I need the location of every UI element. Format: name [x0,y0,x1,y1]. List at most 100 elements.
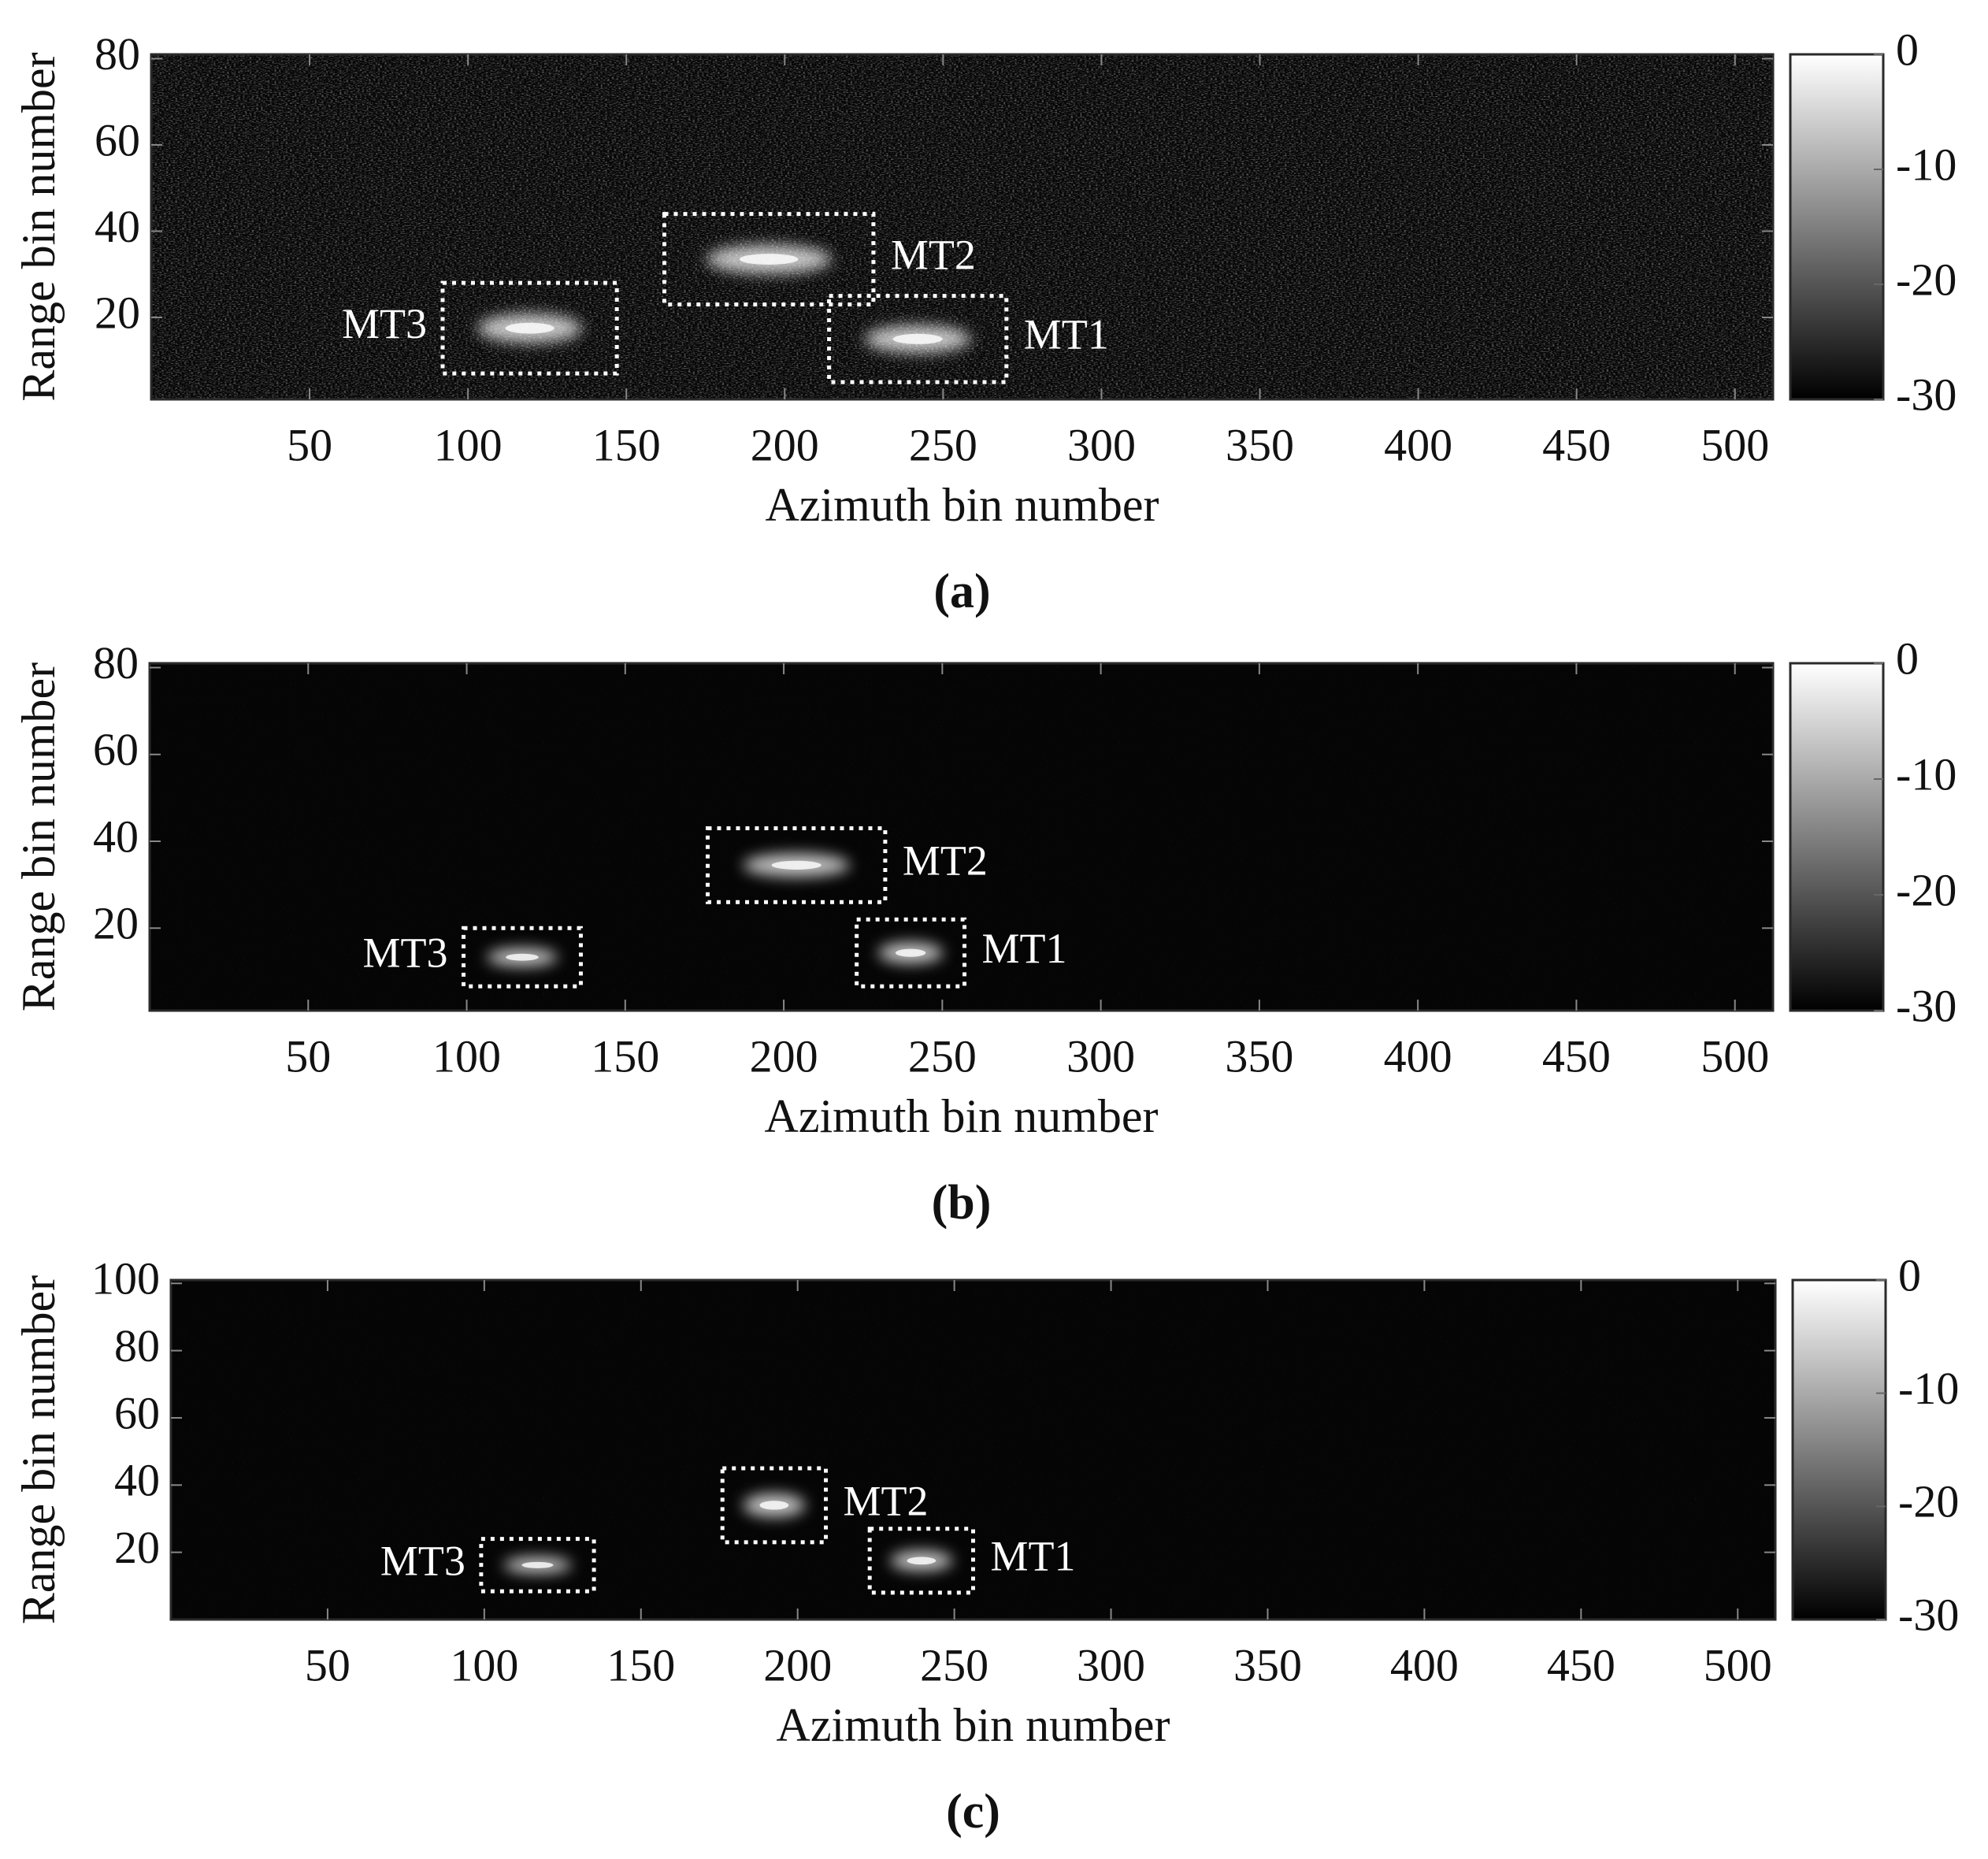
x-tick-label: 200 [763,1639,832,1690]
x-tick-label: 400 [1384,419,1452,470]
annotation-label: MT1 [982,925,1067,972]
x-tick-label: 150 [606,1639,675,1690]
target-core [907,1557,937,1565]
y-tick-label: 80 [114,1320,160,1371]
y-tick-label: 40 [95,201,140,252]
x-tick-label: 200 [751,419,819,470]
x-tick-label: 100 [432,1030,501,1082]
y-tick-label: 20 [93,898,139,949]
x-axis-label: Azimuth bin number [765,1090,1159,1142]
colorbar-tick-label: -20 [1898,1476,1959,1527]
annotation-label: MT3 [363,930,448,977]
x-tick-label: 450 [1542,419,1611,470]
annotation-box [827,294,1009,384]
target-core [505,322,554,334]
x-tick-label: 50 [287,419,332,470]
x-tick-label: 500 [1701,419,1769,470]
annotation-label: MT1 [1024,311,1109,358]
annotation-box [855,917,967,989]
annotation-label: MT2 [903,837,988,885]
image-speckle [151,54,1773,399]
x-tick-label: 450 [1542,1030,1611,1082]
colorbar-tick-label: -30 [1896,369,1956,420]
y-axis-label: Range bin number [13,662,65,1011]
annotation-label: MT2 [891,231,976,278]
colorbar-tick-label: 0 [1896,633,1919,684]
colorbar-tick-label: -20 [1896,254,1956,305]
annotation-label: MT2 [844,1477,929,1524]
y-tick-label: 40 [93,811,139,862]
x-tick-label: 350 [1233,1639,1302,1690]
target-core [771,860,822,870]
x-tick-label: 300 [1067,419,1136,470]
annotation-box [462,926,583,989]
x-tick-label: 50 [285,1030,331,1082]
y-tick-label: 20 [95,287,140,338]
x-tick-label: 300 [1077,1639,1145,1690]
annotation-label: MT1 [991,1533,1076,1580]
x-axis-label: Azimuth bin number [766,479,1159,531]
y-tick-label: 20 [114,1522,160,1573]
colorbar [1789,53,1885,401]
colorbar-tick-label: -30 [1898,1589,1959,1640]
plot-frame [169,1278,1777,1621]
colorbar-tick-label: 0 [1898,1249,1921,1301]
annotation-label: MT3 [342,300,427,347]
x-tick-label: 250 [920,1639,988,1690]
panel-caption: (a) [933,565,990,618]
x-tick-label: 500 [1701,1030,1769,1082]
image-speckle [150,663,1773,1011]
x-tick-label: 250 [909,419,977,470]
target-core [895,948,926,957]
x-tick-label: 350 [1226,419,1294,470]
y-tick-label: 60 [95,114,140,165]
plot-frame [148,662,1775,1012]
x-tick-label: 250 [908,1030,977,1082]
colorbar [1791,1278,1887,1621]
image-speckle [171,1280,1775,1620]
x-tick-label: 50 [305,1639,350,1690]
x-tick-label: 400 [1390,1639,1459,1690]
x-tick-label: 500 [1704,1639,1772,1690]
annotation-box [720,1466,829,1545]
x-axis-label: Azimuth bin number [777,1699,1170,1751]
panel-caption: (b) [932,1176,992,1230]
x-tick-label: 350 [1225,1030,1293,1082]
colorbar-tick-label: -10 [1898,1363,1959,1414]
x-tick-label: 100 [450,1639,518,1690]
colorbar-tick-label: -10 [1896,139,1956,190]
panel-caption: (c) [946,1785,1000,1839]
y-tick-label: 80 [93,637,139,688]
colorbar-tick-label: -20 [1896,864,1956,915]
y-axis-label: Range bin number [13,1275,65,1624]
x-tick-label: 150 [592,419,661,470]
annotation-box [440,280,619,376]
target-core [521,1561,554,1568]
y-tick-label: 100 [91,1253,160,1304]
y-tick-label: 80 [95,28,140,80]
target-core [892,333,943,344]
annotation-box [479,1537,596,1594]
annotation-label: MT3 [380,1537,465,1584]
x-tick-label: 300 [1066,1030,1135,1082]
x-tick-label: 400 [1384,1030,1452,1082]
y-axis-label: Range bin number [13,52,65,401]
annotation-box [662,212,876,307]
x-tick-label: 450 [1547,1639,1615,1690]
y-tick-label: 40 [114,1455,160,1506]
x-tick-label: 200 [750,1030,818,1082]
plot-frame [150,53,1775,401]
x-tick-label: 100 [434,419,503,470]
x-tick-label: 150 [591,1030,659,1082]
y-tick-label: 60 [93,724,139,775]
target-core [506,953,539,961]
y-tick-label: 60 [114,1387,160,1438]
annotation-box [867,1527,975,1595]
annotation-box [705,826,888,904]
colorbar [1789,662,1885,1012]
colorbar-tick-label: 0 [1896,24,1919,75]
target-core [740,254,799,265]
target-core [759,1501,789,1510]
colorbar-tick-label: -30 [1896,980,1956,1031]
